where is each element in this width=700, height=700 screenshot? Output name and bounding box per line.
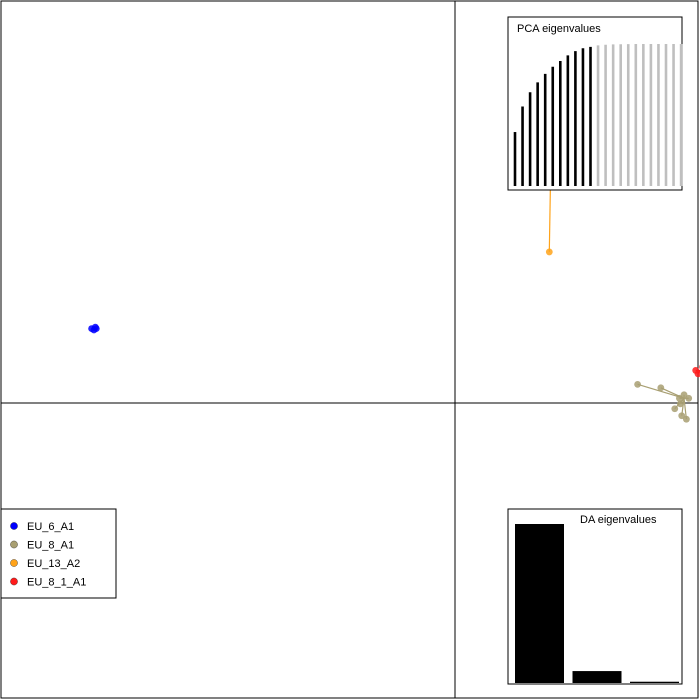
legend: EU_6_A1 EU_8_A1 EU_13_A2 EU_8_1_A1 bbox=[0, 508, 117, 599]
point-EU_8_1_A1-2 bbox=[694, 370, 700, 378]
point-EU_8_A1-4 bbox=[680, 391, 688, 399]
pca-bars bbox=[513, 44, 683, 186]
legend-marker-EU_8_A1 bbox=[10, 540, 18, 549]
da-bar-3 bbox=[630, 681, 679, 683]
legend-marker-EU_8_1_A1 bbox=[10, 577, 18, 586]
legend-label-EU_13_A2: EU_13_A2 bbox=[27, 558, 80, 570]
point-EU_8_A1-8 bbox=[676, 400, 684, 408]
point-EU_8_A1-1 bbox=[657, 384, 665, 392]
da-eigenvalues-inset: DA eigenvalues bbox=[507, 508, 683, 685]
legend-label-EU_6_A1: EU_6_A1 bbox=[27, 521, 74, 533]
point-EU_13_A2-9 bbox=[545, 248, 553, 256]
da-bar-1 bbox=[515, 524, 564, 683]
legend-marker-EU_13_A2 bbox=[10, 559, 18, 567]
pca-eigenvalues-inset: PCA eigenvalues bbox=[507, 16, 683, 191]
point-EU_6_A1-3 bbox=[91, 323, 99, 331]
point-EU_8_A1-2 bbox=[676, 394, 683, 402]
point-EU_8_A1-3 bbox=[671, 405, 679, 413]
da-bar-2 bbox=[572, 671, 622, 683]
pca-inset-box bbox=[507, 16, 683, 191]
point-EU_8_A1-5 bbox=[678, 412, 686, 420]
point-EU_8_A1-0 bbox=[634, 380, 641, 388]
segment-EU_8_A1-6 bbox=[683, 398, 687, 420]
da-inset-title: DA eigenvalues bbox=[580, 514, 657, 526]
point-EU_8_A1-7 bbox=[685, 394, 693, 402]
legend-label-EU_8_A1: EU_8_A1 bbox=[27, 540, 74, 552]
da-bars bbox=[515, 524, 679, 683]
legend-box bbox=[0, 508, 117, 599]
segment-EU_8_A1-0 bbox=[637, 383, 685, 399]
legend-marker-EU_6_A1 bbox=[10, 522, 18, 530]
point-EU_8_A1-6 bbox=[682, 415, 690, 423]
pca-inset-title: PCA eigenvalues bbox=[517, 23, 601, 35]
legend-label-EU_8_1_A1: EU_8_1_A1 bbox=[27, 577, 86, 589]
